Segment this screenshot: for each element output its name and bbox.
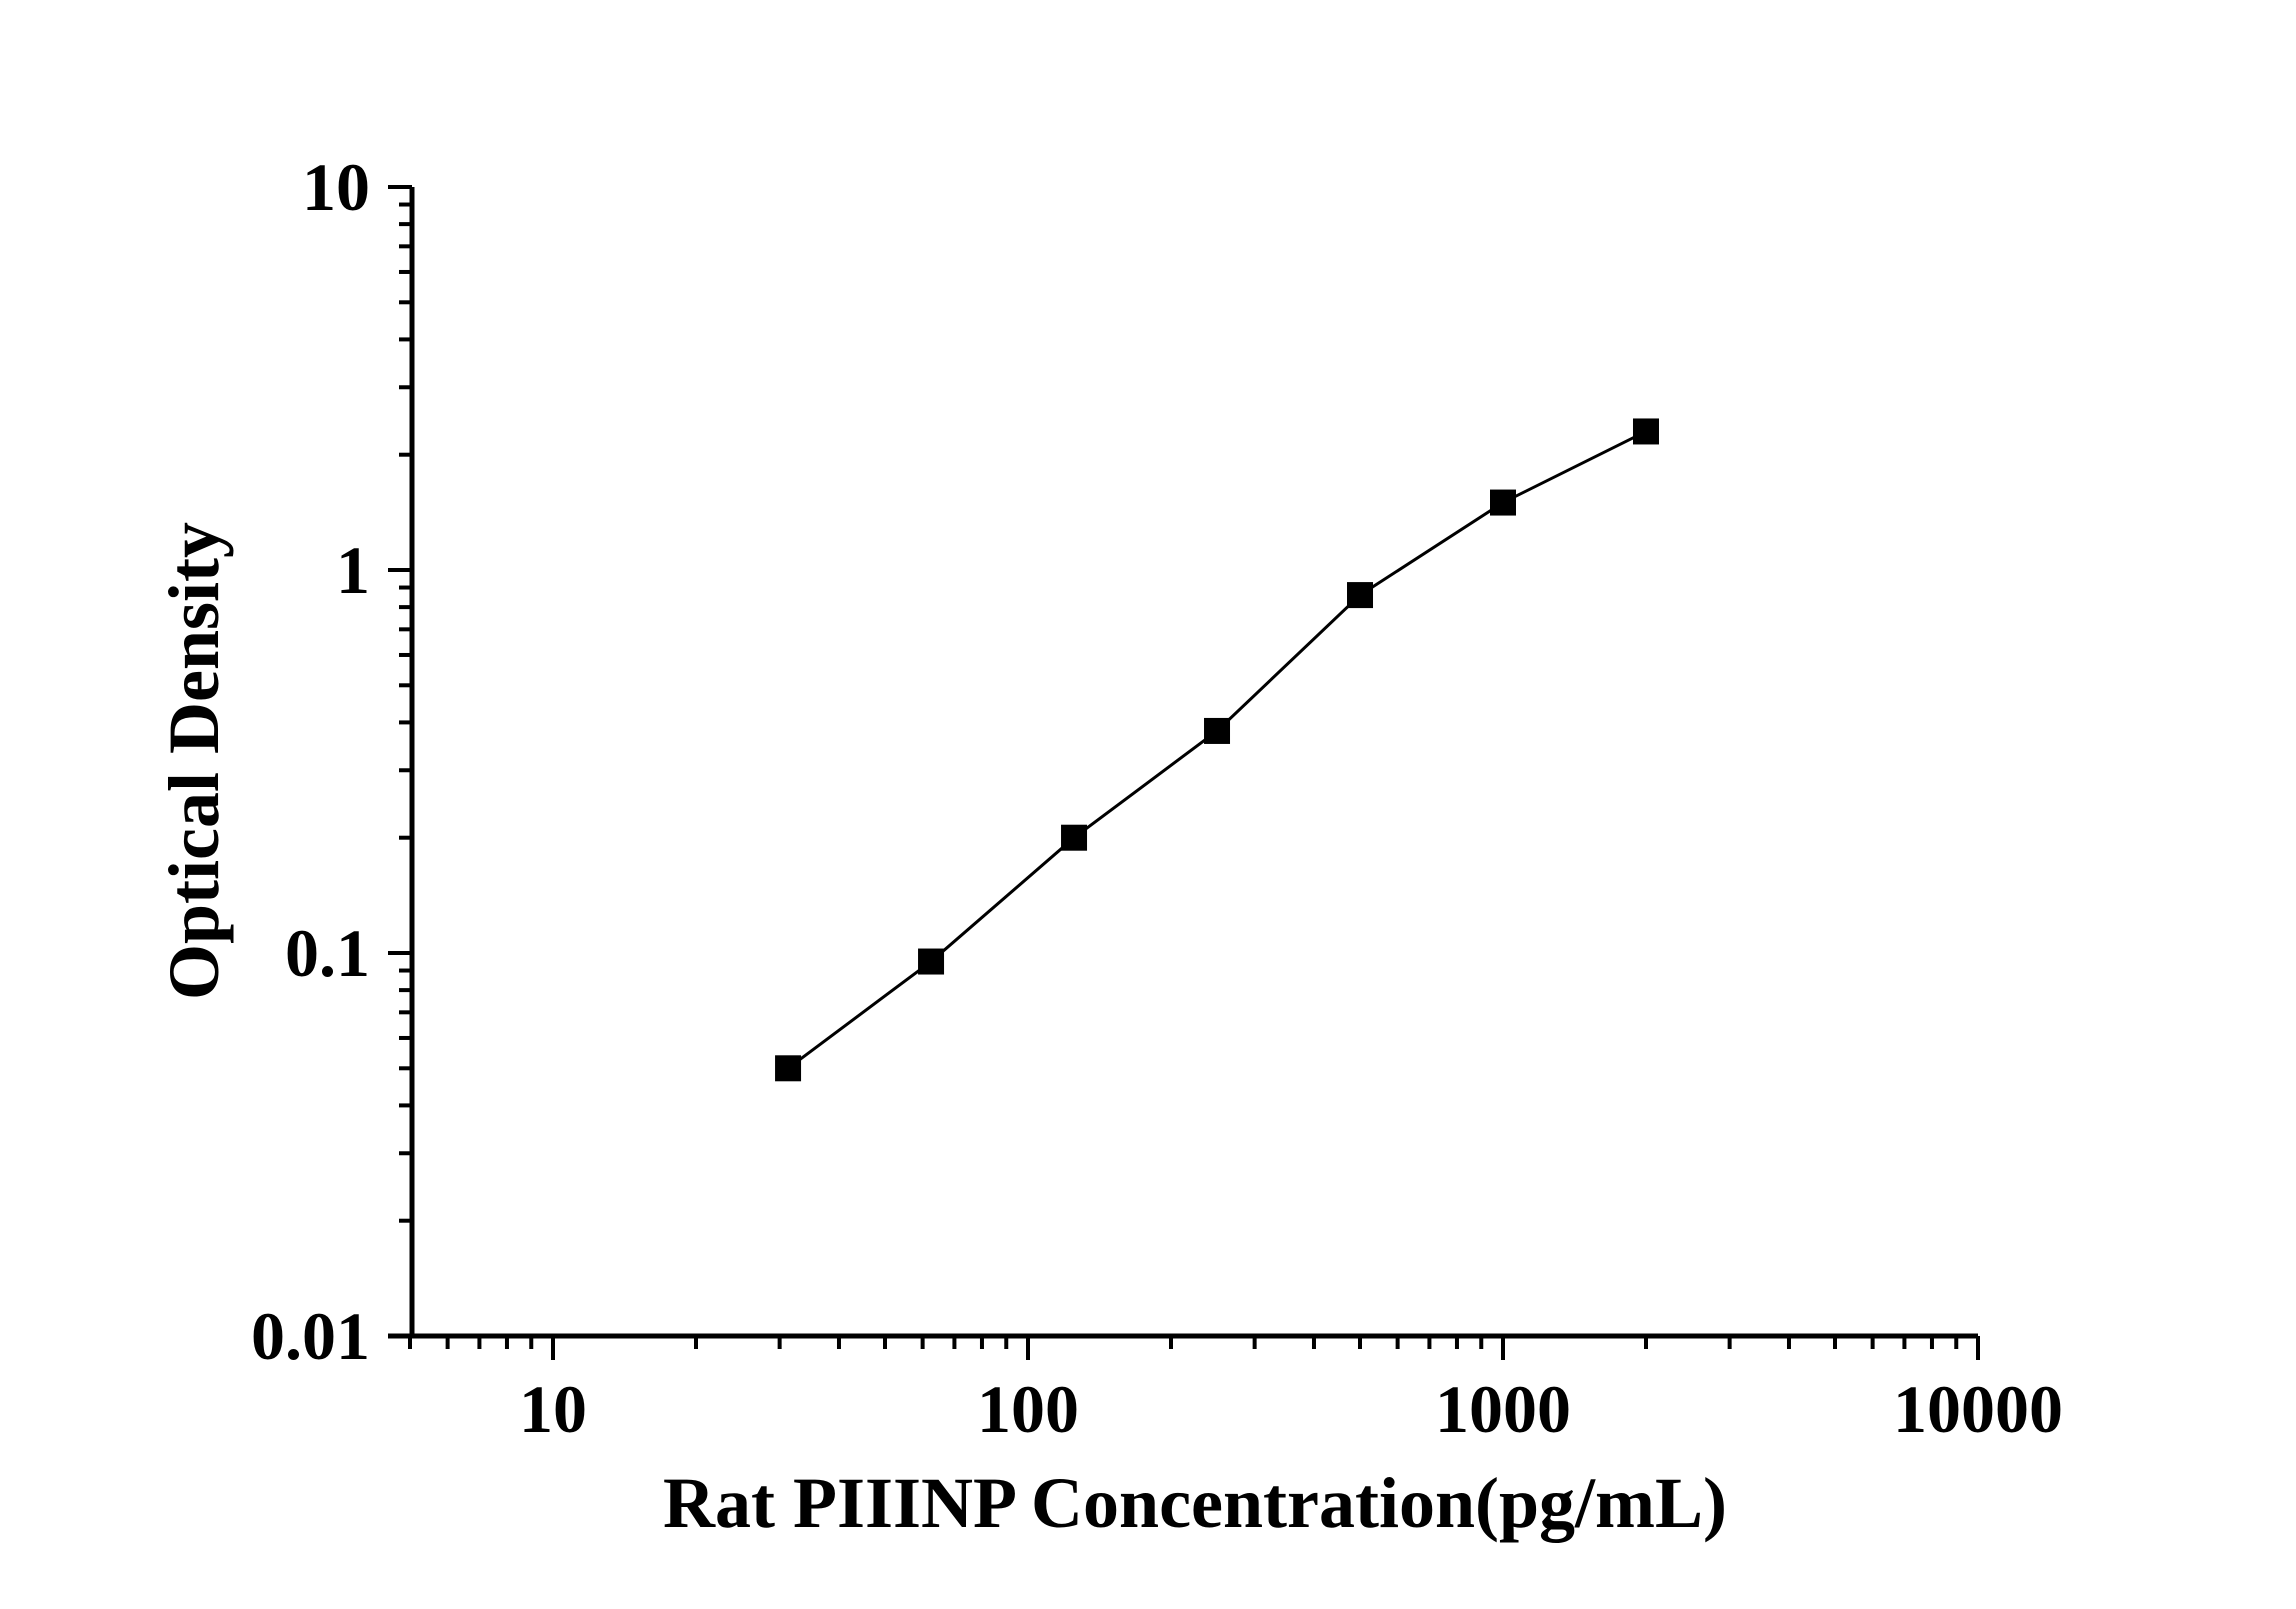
y-axis-tick-label: 0.1 <box>285 915 370 991</box>
x-axis-tick-label: 10 <box>519 1371 587 1447</box>
data-point-marker <box>1061 824 1088 851</box>
data-point-marker <box>1490 489 1516 516</box>
x-axis-tick-label: 100 <box>977 1371 1079 1447</box>
y-axis-tick-label: 10 <box>302 149 370 225</box>
x-axis-tick-label: 1000 <box>1435 1371 1571 1447</box>
y-axis-tick-label: 0.01 <box>251 1298 370 1374</box>
y-axis-title: Optical Density <box>154 522 234 1000</box>
y-axis-tick-label: 1 <box>336 532 370 608</box>
series-line <box>787 430 1647 1070</box>
data-point-marker <box>918 948 945 975</box>
plot-area: 10 100 1000 10000 10 1 0.1 0.01 <box>251 149 2063 1447</box>
data-point-marker <box>775 1055 802 1082</box>
data-point-marker <box>1347 582 1374 609</box>
data-point-marker <box>1204 717 1231 744</box>
x-axis-tick-label: 10000 <box>1893 1371 2063 1447</box>
data-point-marker <box>1632 418 1659 445</box>
x-axis-title: Rat PIIINP Concentration(pg/mL) <box>663 1463 1727 1543</box>
